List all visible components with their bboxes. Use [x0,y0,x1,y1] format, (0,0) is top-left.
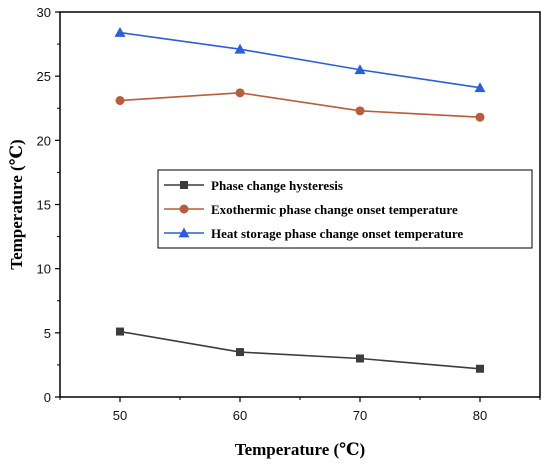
data-point [354,64,366,75]
y-tick-label: 15 [37,198,51,213]
data-point [234,43,246,54]
data-point [475,112,485,122]
x-tick-label: 80 [473,408,487,423]
y-tick-label: 30 [37,5,51,20]
legend-entry: Exothermic phase change onset temperatur… [164,202,458,217]
series-2 [115,88,485,122]
y-tick-label: 20 [37,133,51,148]
y-tick-label: 25 [37,69,51,84]
legend-entry: Heat storage phase change onset temperat… [164,226,463,241]
legend-marker [180,181,188,189]
series-line [119,31,481,89]
y-tick-label: 10 [37,262,51,277]
series-line [119,92,481,119]
legend-entry: Phase change hysteresis [164,178,343,193]
y-tick-label: 5 [44,326,51,341]
legend-box [157,169,533,249]
series [114,27,486,373]
data-point [114,27,126,37]
y-axis-title: Temperature (℃) [7,139,26,269]
data-point [355,106,365,116]
series-1 [116,327,484,373]
x-tick-label: 70 [353,408,367,423]
legend-marker [179,204,189,214]
legend: Phase change hysteresis Exothermic phase … [157,169,533,249]
x-tick-label: 60 [233,408,247,423]
x-axis-title: Temperature (℃) [235,440,365,459]
series-line [119,330,481,370]
data-point [235,88,245,98]
x-tick-label: 50 [113,408,127,423]
data-point [115,96,125,106]
legend-label: Heat storage phase change onset temperat… [211,226,463,241]
legend-marker [178,227,190,238]
series-3 [114,27,486,93]
data-point [476,364,484,373]
legend-label: Phase change hysteresis [211,178,343,193]
y-tick-label: 0 [44,390,51,405]
ticks: 50 60 70 80 0 5 10 15 20 25 30 [37,5,541,423]
legend-label: Exothermic phase change onset temperatur… [211,202,458,217]
data-point [236,348,244,357]
data-point [356,354,364,363]
data-point [116,327,124,336]
data-point [474,82,486,93]
